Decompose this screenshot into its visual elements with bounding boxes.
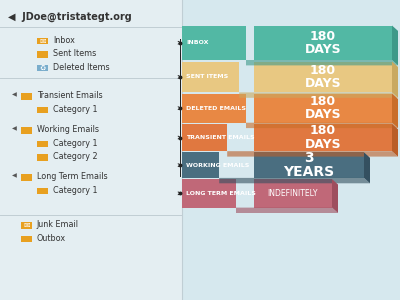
FancyBboxPatch shape bbox=[37, 141, 48, 147]
FancyBboxPatch shape bbox=[254, 124, 392, 151]
FancyBboxPatch shape bbox=[21, 174, 32, 181]
FancyBboxPatch shape bbox=[182, 26, 246, 60]
Text: INBOX: INBOX bbox=[186, 40, 208, 45]
Text: Sent Items: Sent Items bbox=[53, 49, 96, 58]
Text: ◀  JDoe@tristategt.org: ◀ JDoe@tristategt.org bbox=[8, 11, 132, 22]
Text: 180
DAYS: 180 DAYS bbox=[305, 124, 341, 151]
Text: Transient Emails: Transient Emails bbox=[37, 91, 102, 100]
FancyBboxPatch shape bbox=[37, 51, 48, 58]
Text: 180
DAYS: 180 DAYS bbox=[305, 29, 341, 56]
Polygon shape bbox=[239, 92, 398, 98]
Text: ◀: ◀ bbox=[12, 126, 17, 131]
Polygon shape bbox=[332, 179, 338, 213]
Text: Category 1: Category 1 bbox=[53, 186, 97, 195]
Text: Category 2: Category 2 bbox=[53, 152, 98, 161]
FancyBboxPatch shape bbox=[182, 61, 239, 92]
FancyBboxPatch shape bbox=[37, 107, 48, 113]
FancyBboxPatch shape bbox=[37, 188, 48, 194]
Text: Junk Email: Junk Email bbox=[37, 220, 79, 229]
FancyBboxPatch shape bbox=[182, 152, 219, 178]
FancyBboxPatch shape bbox=[37, 65, 48, 71]
FancyBboxPatch shape bbox=[254, 152, 364, 178]
Text: ✉: ✉ bbox=[23, 221, 30, 230]
Polygon shape bbox=[246, 60, 398, 65]
Text: 3
YEARS: 3 YEARS bbox=[284, 151, 334, 179]
Polygon shape bbox=[392, 124, 398, 157]
Polygon shape bbox=[227, 151, 398, 157]
Text: LONG TERM EMAILS: LONG TERM EMAILS bbox=[186, 191, 256, 196]
Text: SENT ITEMS: SENT ITEMS bbox=[186, 74, 228, 80]
FancyBboxPatch shape bbox=[21, 222, 32, 229]
FancyBboxPatch shape bbox=[254, 61, 392, 92]
Polygon shape bbox=[246, 123, 398, 128]
FancyBboxPatch shape bbox=[254, 26, 392, 60]
FancyBboxPatch shape bbox=[254, 94, 392, 123]
Polygon shape bbox=[392, 61, 398, 98]
FancyBboxPatch shape bbox=[182, 94, 246, 123]
Text: ✉: ✉ bbox=[39, 37, 46, 46]
FancyBboxPatch shape bbox=[21, 236, 32, 242]
Text: Working Emails: Working Emails bbox=[37, 125, 99, 134]
Text: Outbox: Outbox bbox=[37, 234, 66, 243]
Text: ♻: ♻ bbox=[39, 65, 46, 71]
Text: WORKING EMAILS: WORKING EMAILS bbox=[186, 163, 249, 168]
Text: 180
DAYS: 180 DAYS bbox=[305, 95, 341, 122]
FancyBboxPatch shape bbox=[21, 93, 32, 100]
Text: Category 1: Category 1 bbox=[53, 105, 97, 114]
FancyBboxPatch shape bbox=[182, 124, 227, 151]
Text: 180
DAYS: 180 DAYS bbox=[305, 64, 341, 90]
Polygon shape bbox=[392, 94, 398, 128]
Text: Category 1: Category 1 bbox=[53, 139, 97, 148]
Text: TRANSIENT EMAILS: TRANSIENT EMAILS bbox=[186, 135, 255, 140]
Polygon shape bbox=[219, 178, 370, 183]
FancyBboxPatch shape bbox=[182, 179, 236, 208]
Text: Deleted Items: Deleted Items bbox=[53, 63, 110, 72]
Polygon shape bbox=[236, 208, 338, 213]
Text: ◀: ◀ bbox=[12, 92, 17, 97]
FancyBboxPatch shape bbox=[21, 127, 32, 134]
Text: INDEFINITELY: INDEFINITELY bbox=[268, 189, 318, 198]
FancyBboxPatch shape bbox=[37, 38, 48, 44]
Text: Inbox: Inbox bbox=[53, 36, 75, 45]
FancyBboxPatch shape bbox=[254, 179, 332, 208]
FancyBboxPatch shape bbox=[0, 0, 182, 300]
Text: DELETED EMAILS: DELETED EMAILS bbox=[186, 106, 246, 111]
Text: Long Term Emails: Long Term Emails bbox=[37, 172, 108, 181]
Polygon shape bbox=[392, 26, 398, 65]
Text: ◀: ◀ bbox=[12, 173, 17, 178]
FancyBboxPatch shape bbox=[37, 154, 48, 161]
Polygon shape bbox=[364, 152, 370, 183]
